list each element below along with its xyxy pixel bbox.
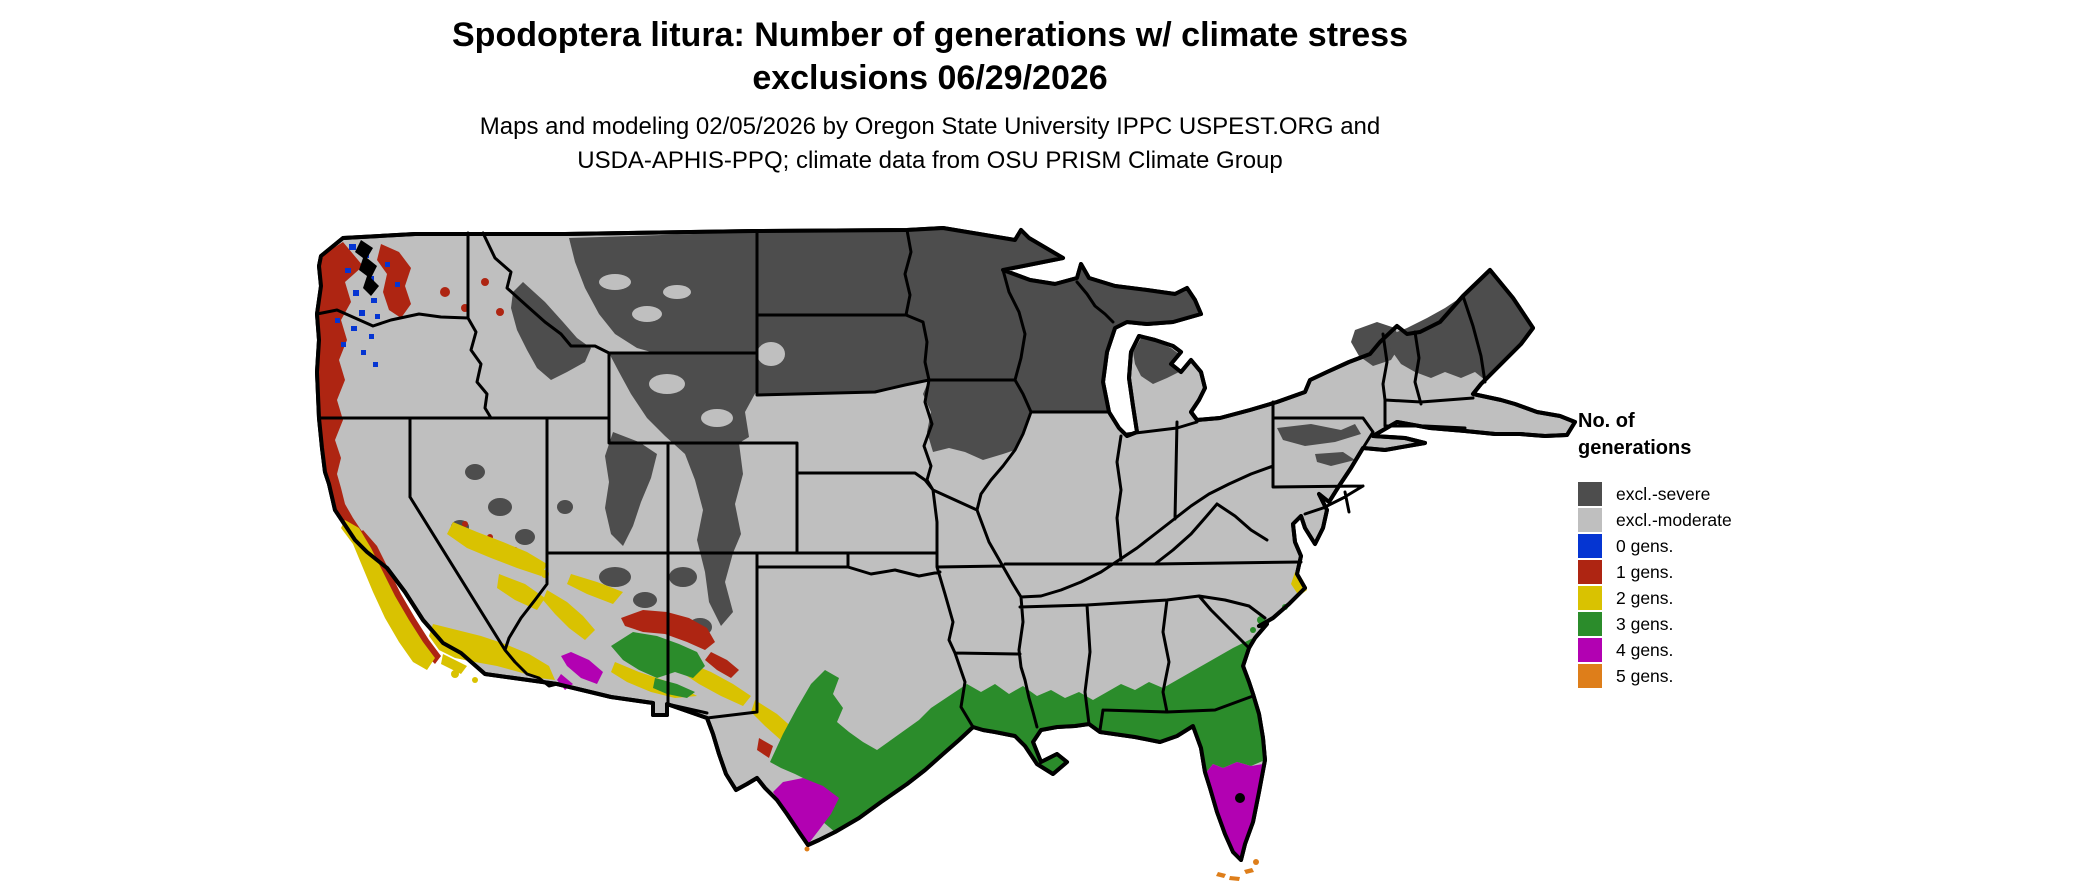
legend-item-0-gens: 0 gens. — [1578, 534, 1878, 558]
legend-swatch-3-gens — [1578, 612, 1602, 636]
legend-item-1-gens: 1 gens. — [1578, 560, 1878, 584]
gens2-south-new-mexico — [681, 662, 751, 706]
severe-region-north — [569, 228, 1201, 460]
severe-region-idaho — [511, 282, 591, 380]
gens5-florida-keys — [804, 846, 1259, 881]
legend-item-3-gens: 3 gens. — [1578, 612, 1878, 636]
legend-swatch-excl-severe — [1578, 482, 1602, 506]
map-subtitle-line1: Maps and modeling 02/05/2026 by Oregon S… — [479, 113, 1381, 140]
map-title-line1: Spodoptera litura: Number of generations… — [452, 16, 1408, 54]
gens2-socal-mojave — [429, 624, 555, 680]
puget-sound — [355, 240, 379, 296]
legend: No. of generations excl.-severe excl.-mo… — [1578, 408, 1878, 690]
legend-title-line2: generations — [1578, 437, 1692, 459]
legend-swatch-2-gens — [1578, 586, 1602, 610]
map-title-line2: exclusions 06/29/2026 — [752, 59, 1108, 97]
severe-region-new-england — [1387, 270, 1533, 380]
legend-item-excl-severe: excl.-severe — [1578, 482, 1878, 506]
gens4-florida — [1205, 762, 1263, 860]
map-subtitle: Maps and modeling 02/05/2026 by Oregon S… — [330, 110, 1530, 178]
legend-swatch-4-gens — [1578, 638, 1602, 662]
gens2-central-valley — [341, 520, 435, 670]
gens1-pacific-coast-band — [317, 242, 373, 552]
gens3-arizona — [611, 632, 705, 678]
legend-title: No. of generations — [1578, 408, 1878, 462]
us-conus-map — [315, 222, 1580, 882]
gens3-se-arizona — [653, 678, 695, 698]
legend-item-4-gens: 4 gens. — [1578, 638, 1878, 662]
moderate-valley-holes — [599, 274, 785, 427]
severe-region-pennsylvania — [1277, 424, 1361, 466]
legend-label-2-gens: 2 gens. — [1616, 588, 1674, 608]
legend-label-excl-severe: excl.-severe — [1616, 484, 1711, 504]
gens1-davis-mtns-tx — [757, 738, 773, 758]
conus-coastline — [315, 226, 1577, 862]
legend-label-excl-moderate: excl.-moderate — [1616, 510, 1732, 530]
legend-item-5-gens: 5 gens. — [1578, 664, 1878, 688]
severe-region-north-michigan — [1133, 338, 1179, 384]
legend-item-2-gens: 2 gens. — [1578, 586, 1878, 610]
legend-label-3-gens: 3 gens. — [1616, 614, 1674, 634]
legend-label-0-gens: 0 gens. — [1616, 536, 1674, 556]
legend-swatch-excl-moderate — [1578, 508, 1602, 532]
legend-swatch-5-gens — [1578, 664, 1602, 688]
gens2-north-arizona — [567, 574, 623, 604]
gens2-nevada-band — [447, 522, 547, 576]
gens4-south-texas — [773, 778, 839, 843]
gens2-socal-coast — [441, 654, 467, 674]
legend-item-excl-moderate: excl.-moderate — [1578, 508, 1878, 532]
legend-label-4-gens: 4 gens. — [1616, 640, 1674, 660]
gens3-gulf-band — [770, 626, 1267, 832]
legend-swatch-0-gens — [1578, 534, 1602, 558]
conus-svg — [315, 226, 1577, 881]
gens2-west-arizona — [543, 590, 595, 640]
gens1-gila-nm — [705, 652, 739, 678]
map-title: Spodoptera litura: Number of generations… — [330, 14, 1530, 100]
legend-label-5-gens: 5 gens. — [1616, 666, 1674, 686]
map-subtitle-line2: USDA-APHIS-PPQ; climate data from OSU PR… — [577, 147, 1283, 174]
legend-title-line1: No. of — [1578, 410, 1635, 432]
severe-region-utah — [605, 432, 657, 546]
gens4-arizona — [561, 652, 603, 684]
legend-swatch-1-gens — [1578, 560, 1602, 584]
lake-okeechobee — [1235, 793, 1245, 803]
state-borders — [315, 228, 1487, 732]
legend-label-1-gens: 1 gens. — [1616, 562, 1674, 582]
